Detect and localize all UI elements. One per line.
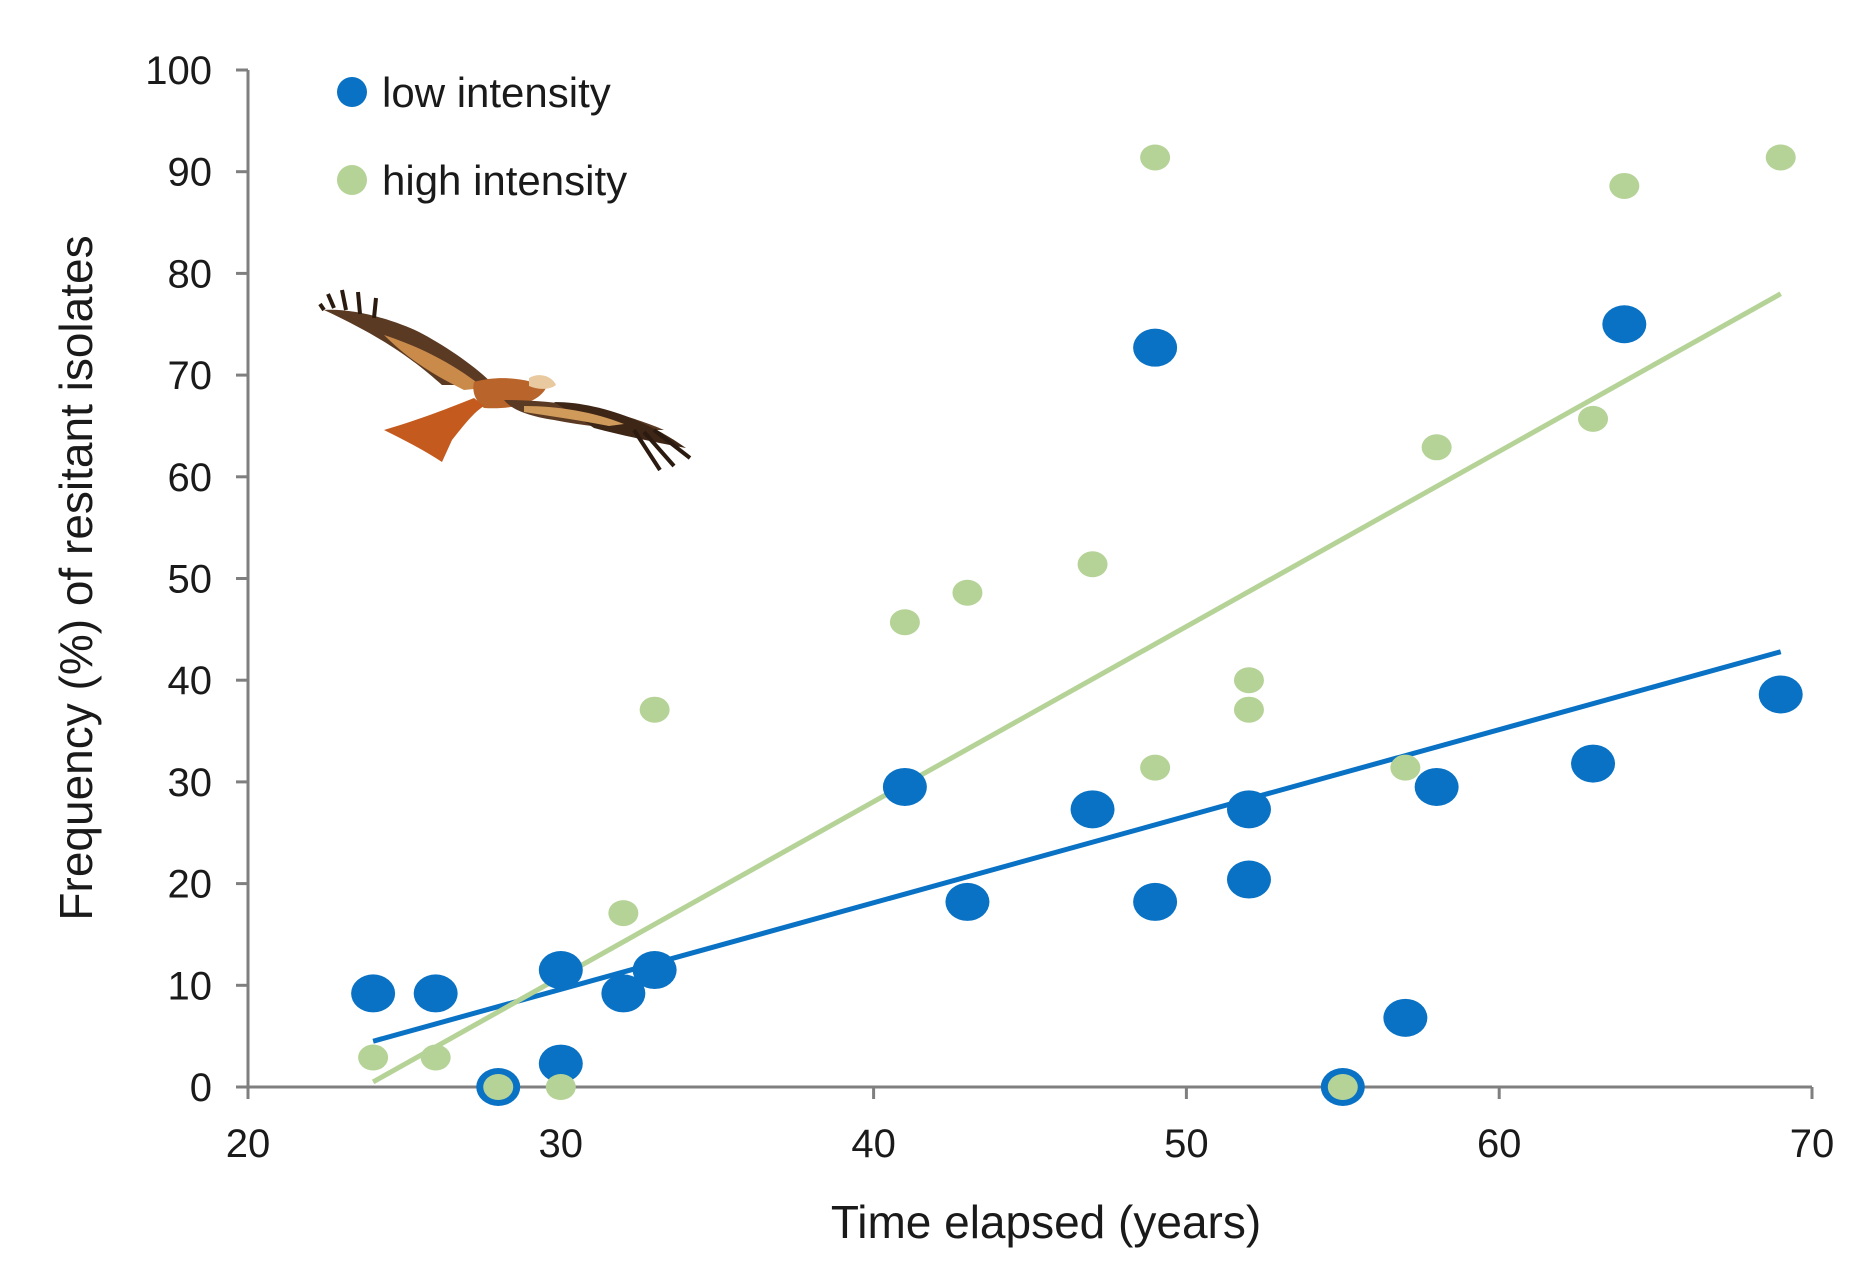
high-intensity-point [1578,405,1609,432]
high-intensity-point [545,1074,576,1100]
low-intensity-trendline [372,649,1782,1044]
low-intensity-point [601,974,646,1013]
y-tick-label: 100 [145,49,212,93]
legend-label-low-intensity: low intensity [382,69,611,116]
y-tick-label: 90 [168,151,213,195]
high-intensity-point [420,1044,451,1071]
high-intensity-point [483,1074,514,1100]
y-axis-title: Frequency (%) of resitant isolates [50,235,102,920]
low-intensity-point [413,974,458,1013]
legend-marker-high-intensity [337,165,367,195]
trendlines [371,291,1782,1085]
low-intensity-point [538,951,583,990]
y-tick-label: 10 [168,964,213,1008]
x-axis-title: Time elapsed (years) [831,1196,1261,1248]
high-intensity-point [1609,172,1640,199]
high-intensity-point [889,609,920,636]
y-tick-label: 60 [168,456,213,500]
y-tick-label: 50 [168,558,213,602]
low-intensity-point [1602,305,1647,344]
data-points [351,144,1803,1106]
low-intensity-point [351,974,396,1013]
low-intensity-point [1226,790,1271,829]
high-intensity-point [1327,1074,1358,1100]
x-tick-label: 40 [851,1122,896,1166]
high-intensity-point [358,1044,389,1071]
low-intensity-point [538,1044,583,1083]
y-ticks: 0 10 20 30 40 50 60 70 80 90 100 [145,49,248,1110]
y-tick-label: 30 [168,761,213,805]
low-intensity-point [632,951,677,990]
low-intensity-point [1133,328,1178,367]
high-intensity-point [1765,144,1796,171]
low-intensity-point [945,882,990,921]
y-tick-label: 70 [168,354,213,398]
high-intensity-point [1140,144,1171,171]
high-intensity-point [1233,667,1264,694]
x-tick-label: 50 [1164,1122,1209,1166]
y-tick-label: 20 [168,863,213,907]
x-tick-label: 60 [1477,1122,1522,1166]
legend-marker-low-intensity [337,77,367,107]
x-tick-label: 70 [1790,1122,1835,1166]
legend: low intensity high intensity [337,69,627,204]
high-intensity-point [1140,754,1171,781]
low-intensity-point [1414,767,1459,806]
high-intensity-point [639,696,670,723]
y-tick-label: 40 [168,659,213,703]
red-kite-bird-image [318,289,692,472]
x-tick-label: 20 [226,1122,271,1166]
y-tick-label: 80 [168,252,213,296]
high-intensity-point [1077,551,1108,578]
y-tick-label: 0 [190,1066,212,1110]
x-ticks: 20 30 40 50 60 70 [226,1087,1835,1166]
high-intensity-point [1421,434,1452,461]
low-intensity-point [1070,790,1115,829]
low-intensity-point [1226,860,1271,899]
x-tick-label: 30 [539,1122,584,1166]
high-intensity-point [1233,696,1264,723]
high-intensity-trendline [371,291,1782,1085]
low-intensity-point [1758,675,1803,714]
high-intensity-point [1390,754,1421,781]
legend-label-high-intensity: high intensity [382,157,627,204]
low-intensity-point [1133,882,1178,921]
axes [246,70,1812,1089]
low-intensity-point [882,767,927,806]
high-intensity-point [608,900,639,927]
high-intensity-point [952,579,983,606]
low-intensity-point [1571,744,1616,783]
low-intensity-point [1383,998,1428,1037]
